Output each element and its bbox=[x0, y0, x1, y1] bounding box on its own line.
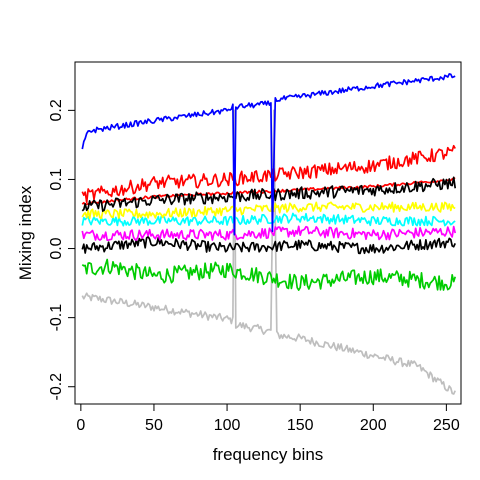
y-axis-title: Mixing index bbox=[16, 185, 35, 280]
series-line-1 bbox=[81, 109, 456, 395]
series-line-6 bbox=[81, 201, 456, 220]
x-tick-label: 200 bbox=[360, 417, 387, 434]
y-tick-label: -0.2 bbox=[48, 373, 65, 401]
series-line-2 bbox=[81, 258, 457, 291]
y-axis: -0.2 -0.1 0.0 0.1 0.2 bbox=[48, 99, 76, 401]
series-line-8 bbox=[81, 176, 457, 212]
series-layer bbox=[81, 73, 457, 395]
y-tick-label: 0.2 bbox=[48, 99, 65, 121]
series-line-5 bbox=[81, 212, 456, 227]
x-tick-label: 250 bbox=[433, 417, 460, 434]
y-tick-label: -0.1 bbox=[48, 304, 65, 332]
series-line-7 bbox=[81, 177, 456, 206]
x-axis: 0 50 100 150 200 250 bbox=[76, 403, 460, 434]
y-tick-label: 0.1 bbox=[48, 168, 65, 190]
x-tick-label: 50 bbox=[145, 417, 163, 434]
series-line-3 bbox=[81, 235, 456, 255]
y-tick-label: 0.0 bbox=[48, 237, 65, 259]
series-line-9 bbox=[81, 144, 456, 204]
series-line-10 bbox=[81, 73, 456, 236]
x-axis-title: frequency bins bbox=[213, 445, 324, 464]
x-tick-label: 150 bbox=[287, 417, 314, 434]
series-line-4 bbox=[81, 225, 457, 242]
x-tick-label: 0 bbox=[76, 417, 85, 434]
x-tick-label: 100 bbox=[214, 417, 241, 434]
